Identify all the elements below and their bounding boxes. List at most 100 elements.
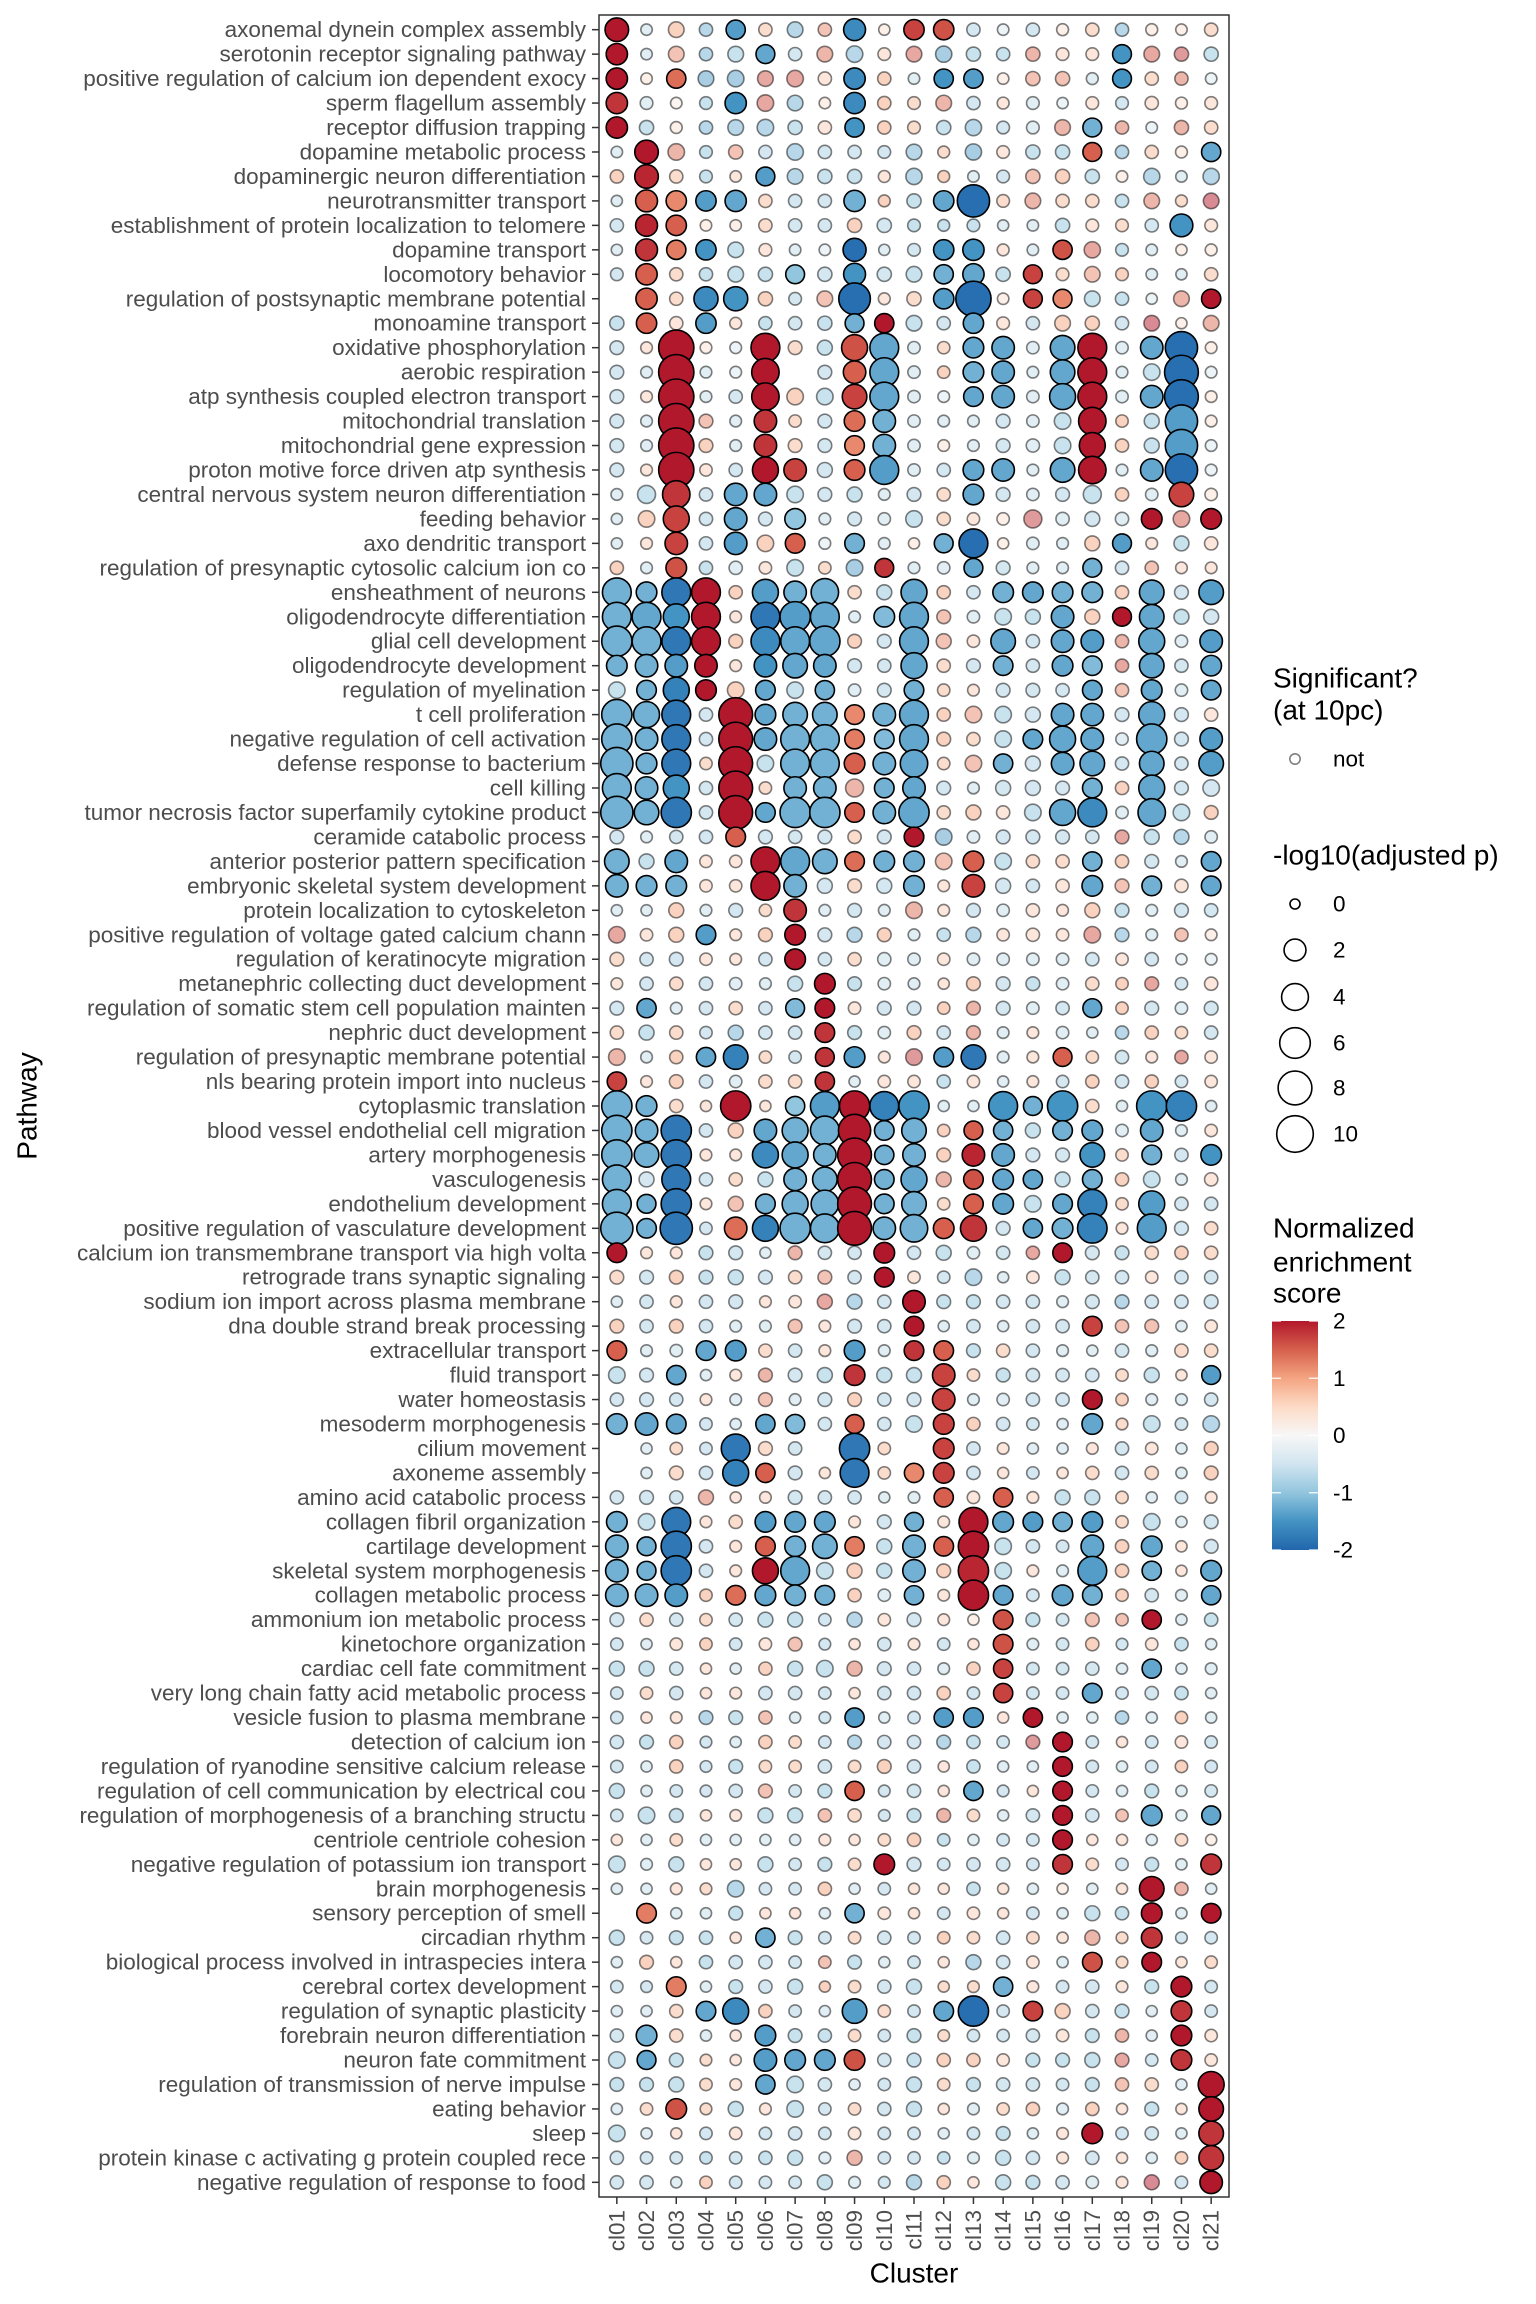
dot-point [1084, 1489, 1101, 1506]
dot-point [996, 316, 1011, 331]
dot-point [1200, 1805, 1222, 1826]
dot-point [1056, 96, 1069, 110]
dot-point [966, 1490, 981, 1505]
dot-point [818, 1637, 832, 1651]
dot-point [1024, 46, 1041, 63]
dot-point [818, 1980, 832, 1994]
dot-point [1115, 1392, 1130, 1407]
dot-point [903, 1462, 925, 1484]
dot-point [1025, 1343, 1041, 1359]
dot-point [1203, 902, 1219, 918]
dot-point [728, 878, 743, 893]
dot-point [640, 1760, 653, 1773]
dot-point [729, 341, 743, 355]
dot-point [962, 1193, 985, 1215]
dot-point [1144, 1318, 1160, 1334]
dot-point [837, 282, 872, 316]
y-tick-label: positive regulation of calcium ion depen… [83, 66, 587, 91]
dot-point [1203, 1025, 1219, 1041]
dot-point [664, 849, 689, 874]
dot-point [817, 1955, 832, 1970]
y-tick-label: collagen metabolic process [315, 1583, 586, 1608]
y-tick-label: regulation of transmission of nerve impu… [158, 2072, 586, 2097]
y-tick-label: negative regulation of potassium ion tra… [131, 1852, 587, 1877]
dot-point [1025, 1245, 1041, 1261]
dot-point [1076, 1212, 1108, 1244]
dot-point [1204, 1711, 1218, 1724]
y-tick-label: receptor diffusion trapping [326, 115, 586, 140]
dot-point [786, 94, 804, 112]
dot-point [1200, 507, 1223, 531]
dot-point [1025, 340, 1040, 355]
dot-point [693, 285, 719, 312]
y-tick-label: serotonin receptor signaling pathway [220, 42, 587, 67]
dot-point [1081, 655, 1103, 677]
dot-point [1174, 658, 1189, 674]
dot-point [1049, 456, 1076, 484]
dot-point [1085, 1735, 1100, 1749]
dot-point [936, 1294, 952, 1310]
dot-point [1025, 1930, 1040, 1945]
dot-point [1143, 828, 1161, 846]
dot-point [816, 315, 833, 332]
dot-point [640, 1711, 653, 1724]
dot-point [1051, 1829, 1074, 1851]
dot-point [906, 95, 922, 111]
dot-point [907, 1882, 921, 1896]
dot-point [1079, 1141, 1106, 1169]
y-tick-label: detection of calcium ion [351, 1730, 586, 1755]
dot-point [873, 777, 895, 799]
dot-point [811, 1166, 838, 1193]
dot-point [1203, 1465, 1219, 1481]
dot-point [1055, 2174, 1071, 2190]
dot-point [636, 2049, 657, 2071]
dot-point [787, 1318, 803, 1334]
y-tick-label: sensory perception of smell [312, 1901, 586, 1926]
x-tick-label: cl14 [991, 2210, 1016, 2251]
dot-point [1203, 22, 1219, 38]
x-tick-label: cl11 [902, 2210, 927, 2250]
dot-point [1173, 119, 1190, 136]
dot-point [606, 1242, 628, 1264]
dot-point [1145, 267, 1159, 281]
dot-point [996, 903, 1011, 918]
dot-point [755, 166, 776, 187]
dot-point [784, 997, 806, 1019]
dot-point [729, 952, 743, 966]
dot-point [1025, 1807, 1041, 1823]
dot-point [963, 1120, 984, 1141]
dot-point [1115, 1637, 1129, 1651]
dot-point [640, 2127, 653, 2140]
dot-point [813, 972, 836, 995]
dot-point [1022, 264, 1044, 285]
dot-point [846, 902, 863, 918]
dot-point [1022, 2000, 1044, 2022]
dot-point [818, 243, 832, 257]
dot-point [1025, 1538, 1041, 1554]
dot-point [844, 313, 865, 334]
dot-point [936, 1637, 951, 1652]
dot-point [639, 95, 654, 111]
dot-point [966, 2151, 981, 2165]
dot-point [668, 1025, 684, 1041]
dot-point [609, 217, 625, 233]
dot-point [788, 1906, 802, 1920]
dot-point [811, 701, 838, 728]
dot-point [698, 22, 714, 38]
dot-point [843, 728, 866, 750]
dot-point [816, 168, 833, 185]
dot-point [609, 1489, 625, 1505]
dot-point [907, 1906, 921, 1920]
dot-point [751, 578, 780, 607]
dot-point [903, 1584, 925, 1606]
dot-point [1202, 1414, 1221, 1434]
dot-point [665, 874, 688, 897]
dot-point [1135, 1090, 1168, 1122]
dot-point [719, 1090, 752, 1122]
dot-point [900, 651, 928, 680]
dot-point [1024, 608, 1042, 626]
dot-point [906, 120, 922, 135]
dot-point [1055, 2077, 1070, 2092]
dot-point [1115, 1368, 1130, 1383]
dot-point [1055, 1539, 1070, 1554]
